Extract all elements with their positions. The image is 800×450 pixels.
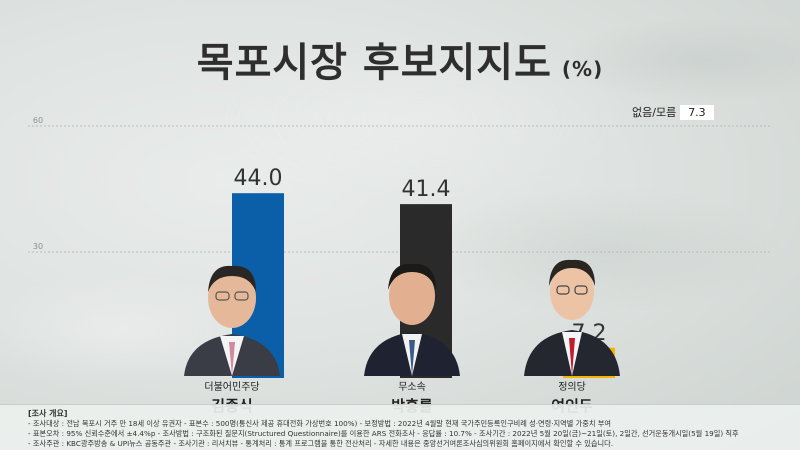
chart-title-text: 목포시장 후보지지도 <box>196 40 552 86</box>
candidate-party: 정의당 <box>558 382 586 393</box>
survey-heading: [조사 개요] <box>28 409 68 418</box>
no-response-label: 없음/모름 <box>632 106 677 119</box>
survey-overview: [조사 개요] - 조사대상 : 전남 목포시 거주 만 18세 이상 유권자 … <box>0 404 800 450</box>
chart-title: 목포시장 후보지지도 (%) <box>0 30 800 88</box>
candidate-photo-2 <box>364 263 460 376</box>
candidate-party: 더불어민주당 <box>204 382 260 393</box>
candidate-photo-3 <box>524 259 620 376</box>
survey-line: - 조사주관 : KBC광주방송 & UPI뉴스 공동주관 - 조사기관 : 리… <box>28 439 614 448</box>
chart-unit: (%) <box>561 57 604 81</box>
no-response-value: 7.3 <box>680 105 714 120</box>
survey-line: - 조사대상 : 전남 목포시 거주 만 18세 이상 유권자 - 표본수 : … <box>28 419 612 428</box>
data-label: 41.4 <box>402 177 451 202</box>
y-tick-label: 30 <box>33 242 43 251</box>
y-tick-label: 60 <box>33 116 43 125</box>
candidate-party: 무소속 <box>398 382 426 393</box>
survey-line: - 표본오차 : 95% 신뢰수준에서 ±4.4%p - 조사방법 : 구조화된… <box>28 429 739 438</box>
candidate-photo-1 <box>184 265 280 376</box>
data-label: 44.0 <box>234 166 283 191</box>
no-response-box: 없음/모름 7.3 <box>632 104 714 120</box>
